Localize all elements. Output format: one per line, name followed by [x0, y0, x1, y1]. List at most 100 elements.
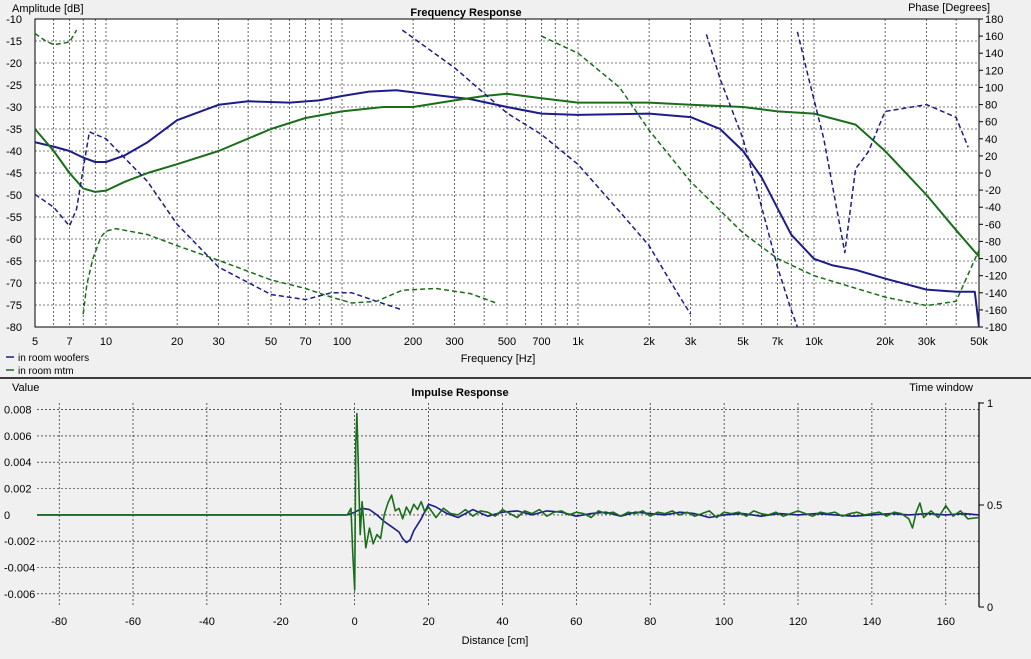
imp-ytick-label: -0.006: [4, 589, 35, 601]
freq-y2tick-label: 0: [985, 168, 991, 180]
imp-ytick-label: 0.002: [4, 484, 32, 496]
freq-xtick-label: 20k: [876, 336, 894, 348]
freq-y2tick-label: -80: [985, 236, 1001, 248]
freq-y2tick-label: 40: [985, 134, 997, 146]
imp-xtick-label: 140: [863, 616, 881, 628]
freq-y2tick-label: 160: [985, 31, 1003, 43]
freq-y2tick-label: -140: [985, 288, 1007, 300]
freq-series-group: [35, 29, 979, 327]
freq-ytick-label: -50: [6, 190, 22, 202]
series-in-room-mtm: [35, 92, 979, 258]
freq-ylabel: Amplitude [dB]: [12, 3, 84, 15]
imp-xtick-label: 60: [570, 616, 582, 628]
freq-y2tick-label: 120: [985, 65, 1003, 77]
legend-label-mtm: in room mtm: [18, 366, 74, 377]
freq-y2tick-label: 20: [985, 151, 997, 163]
freq-ytick-label: -20: [6, 58, 22, 70]
freq-xtick-label: 20: [171, 336, 183, 348]
freq-ytick-label: -30: [6, 102, 22, 114]
imp-ytick-label: 0: [4, 510, 10, 522]
series-in-room-woofers: [35, 89, 979, 327]
freq-xtick-label: 5k: [737, 336, 749, 348]
freq-xtick-label: 50: [265, 336, 277, 348]
imp-xtick-label: 80: [644, 616, 656, 628]
freq-xtick-label: 200: [404, 336, 422, 348]
freq-ytick-label: -65: [6, 256, 22, 268]
series-in-room-mtm-phase: [35, 29, 979, 315]
imp-xtick-label: 0: [352, 616, 358, 628]
freq-ytick-label: -80: [6, 322, 22, 334]
freq-y2tick-label: -180: [985, 322, 1007, 334]
freq-y2tick-label: -60: [985, 219, 1001, 231]
imp-ytick-label: 0.004: [4, 457, 32, 469]
frequency-response-panel: Amplitude [dB] Frequency Response Phase …: [6, 2, 1007, 377]
imp-title: Impulse Response: [411, 387, 508, 399]
freq-ytick-label: -60: [6, 234, 22, 246]
freq-ytick-label: -70: [6, 278, 22, 290]
imp-series-group: [37, 412, 979, 591]
freq-title: Frequency Response: [410, 7, 521, 19]
legend: in room woofers in room mtm: [6, 353, 89, 377]
imp-ylabel: Value: [12, 382, 39, 394]
imp-plot-area[interactable]: [37, 403, 979, 607]
freq-plot-clip: [35, 29, 979, 327]
imp-ytick-label: -0.002: [4, 536, 35, 548]
imp-xtick-label: -80: [51, 616, 67, 628]
imp-ytick-label: 0.006: [4, 431, 32, 443]
imp-y2tick-label: 0: [987, 602, 993, 614]
imp-plot-clip: [37, 412, 979, 591]
freq-xtick-label: 30k: [918, 336, 936, 348]
imp-xtick-label: -60: [125, 616, 141, 628]
freq-y2tick-label: -20: [985, 185, 1001, 197]
freq-tick-labels: -10 -15 -20 -25 -30 -35 -40 -45 -50 -55 -60 -65 -70 -…: [6, 14, 1007, 348]
imp-ytick-label: -0.004: [4, 563, 35, 575]
imp-y2tick-label: 0.5: [987, 500, 1002, 512]
freq-xtick-label: 3k: [685, 336, 697, 348]
freq-xtick-label: 7: [66, 336, 72, 348]
freq-xtick-label: 2k: [643, 336, 655, 348]
freq-y2tick-label: -40: [985, 202, 1001, 214]
freq-ytick-label: -55: [6, 212, 22, 224]
imp-xtick-label: 40: [496, 616, 508, 628]
freq-y2tick-label: -120: [985, 271, 1007, 283]
freq-ytick-label: -35: [6, 124, 22, 136]
freq-y2label: Phase [Degrees]: [908, 2, 990, 14]
imp-xtick-label: -40: [199, 616, 215, 628]
freq-y2tick-label: 140: [985, 48, 1003, 60]
impulse-response-panel: Value Impulse Response Time window -80 -6…: [4, 382, 1002, 647]
imp-y2label: Time window: [909, 382, 973, 394]
freq-y2tick-label: 100: [985, 82, 1003, 94]
freq-xtick-label: 5: [32, 336, 38, 348]
freq-y2tick-label: -160: [985, 305, 1007, 317]
imp-tick-labels: -80 -60 -40 -20 0 20 40 60 80 100 120 140 1600.0080.…: [4, 398, 1002, 628]
freq-ytick-label: -25: [6, 80, 22, 92]
freq-ytick-label: -15: [6, 36, 22, 48]
impulse-series-in-room-mtm: [37, 412, 979, 591]
freq-xtick-label: 70: [299, 336, 311, 348]
freq-xtick-label: 300: [445, 336, 463, 348]
imp-xtick-label: 120: [789, 616, 807, 628]
freq-ytick-label: -40: [6, 146, 22, 158]
freq-y2tick-label: 60: [985, 117, 997, 129]
legend-label-woofers: in room woofers: [18, 353, 89, 364]
freq-xtick-label: 100: [333, 336, 351, 348]
freq-grid: [34, 18, 980, 328]
freq-ytick-label: -45: [6, 168, 22, 180]
imp-xtick-label: -20: [273, 616, 289, 628]
imp-y2tick-label: 1: [987, 398, 993, 410]
freq-xtick-label: 1k: [572, 336, 584, 348]
freq-xtick-label: 500: [498, 336, 516, 348]
freq-xtick-label: 700: [532, 336, 550, 348]
freq-ytick-label: -75: [6, 300, 22, 312]
freq-xtick-label: 50k: [970, 336, 988, 348]
freq-xtick-label: 10: [100, 336, 112, 348]
imp-xtick-label: 20: [422, 616, 434, 628]
freq-ytick-label: -10: [6, 14, 22, 26]
imp-xlabel: Distance [cm]: [462, 635, 529, 647]
freq-xtick-label: 7k: [772, 336, 784, 348]
freq-xtick-label: 10k: [805, 336, 823, 348]
imp-xtick-label: 160: [937, 616, 955, 628]
freq-xlabel: Frequency [Hz]: [461, 353, 536, 365]
freq-y2tick-label: 180: [985, 14, 1003, 26]
